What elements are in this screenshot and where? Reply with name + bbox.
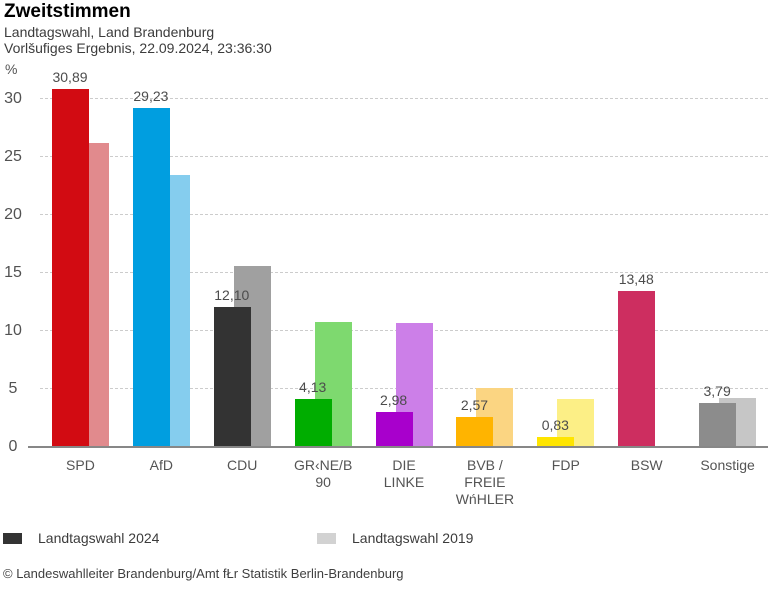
y-tick-15: 15 — [4, 264, 22, 282]
bar-2024-bvb — [456, 417, 494, 447]
y-tick-25: 25 — [4, 148, 22, 166]
x-axis-label-afd: AfD — [149, 457, 173, 473]
x-axis-label-bvb: BVB / FREIE WńHLER — [455, 457, 515, 507]
bar-value-label-linke: 2,98 — [379, 392, 408, 408]
x-axis-label-spd: SPD — [66, 457, 95, 473]
bar-value-label-afd: 29,23 — [133, 88, 169, 104]
gridline-25 — [40, 156, 768, 158]
bar-2024-linke — [375, 412, 413, 447]
bar-group-bsw: 13,48 — [606, 79, 687, 447]
bar-2024-fdp — [537, 437, 575, 447]
x-axis-label-fdp: FDP — [551, 457, 580, 473]
bar-group-linke: 2,98 — [364, 79, 445, 447]
plot-area: 30,89 29,23 12,10 4,13 2,98 2,57 0,83 13,48 3,79 — [28, 70, 768, 448]
legend-swatch-icon — [3, 532, 22, 544]
bar-group-gruene: 4,13 — [283, 79, 364, 447]
x-axis-line — [28, 446, 768, 448]
bar-group-cdu: 12,10 — [202, 79, 283, 447]
bar-2024-cdu — [213, 307, 251, 447]
legend-item-2024: Landtagswahl 2024 — [3, 530, 159, 546]
chart-subtitle-status: Vorlšufiges Ergebnis, 22.09.2024, 23:36:… — [4, 40, 272, 56]
x-axis-label-linke: DIE LINKE — [383, 457, 425, 490]
bar-value-label-bsw: 13,48 — [618, 271, 654, 287]
bar-group-afd: 29,23 — [121, 79, 202, 447]
bar-group-spd: 30,89 — [40, 70, 121, 447]
bar-2024-afd — [132, 108, 170, 447]
bar-value-label-sonstige: 3,79 — [703, 383, 731, 399]
x-axis-labels: SPD AfD CDU GR‹NE/B 90 DIE LINKE BVB / FREIE WńHL… — [40, 457, 768, 508]
legend-label: Landtagswahl 2024 — [38, 530, 160, 546]
y-tick-30: 30 — [4, 90, 22, 108]
bar-group-bvb: 2,57 — [444, 79, 525, 447]
bar-value-label-gruene: 4,13 — [299, 379, 327, 395]
y-axis-ticks: 0 5 10 15 20 25 30 — [0, 79, 26, 455]
legend: Landtagswahl 2024 Landtagswahl 2019 — [0, 530, 780, 548]
legend-item-2019: Landtagswahl 2019 — [317, 530, 473, 546]
x-axis-label-sonstige: Sonstige — [700, 457, 755, 473]
bar-2024-gruene — [294, 399, 332, 447]
y-tick-10: 10 — [4, 322, 22, 340]
bar-value-label-spd: 30,89 — [52, 69, 88, 85]
gridline-20 — [40, 214, 768, 216]
bar-value-label-fdp: 0,83 — [541, 417, 569, 433]
bar-value-label-bvb: 2,57 — [460, 397, 489, 413]
bar-group-fdp: 0,83 — [525, 79, 606, 447]
y-tick-0: 0 — [8, 438, 18, 455]
y-tick-20: 20 — [4, 206, 22, 224]
bar-2024-bsw — [618, 291, 656, 447]
bar-2024-sonstige — [699, 403, 737, 447]
y-tick-5: 5 — [8, 380, 18, 398]
bar-group-sonstige: 3,79 — [687, 79, 768, 447]
x-axis-label-bsw: BSW — [630, 457, 663, 473]
x-axis-label-cdu: CDU — [227, 457, 258, 473]
bar-groups: 30,89 29,23 12,10 4,13 2,98 2,57 0,83 13,48 3,79 — [40, 70, 768, 447]
copyright-credit: © Landeswahlleiter Brandenburg/Amt fŁr S… — [3, 566, 404, 581]
legend-swatch-icon — [317, 532, 336, 544]
legend-label: Landtagswahl 2019 — [352, 530, 474, 546]
gridline-30 — [40, 98, 768, 100]
chart-subtitle-region: Landtagswahl, Land Brandenburg — [4, 24, 215, 40]
x-axis-label-gruene: GR‹NE/B 90 — [293, 457, 353, 490]
bar-value-label-cdu: 12,10 — [214, 287, 250, 303]
y-axis-unit-label: % — [5, 61, 18, 77]
gridline-15 — [40, 272, 768, 274]
bar-2024-spd — [52, 89, 89, 447]
page-title: Zweitstimmen — [4, 1, 131, 22]
